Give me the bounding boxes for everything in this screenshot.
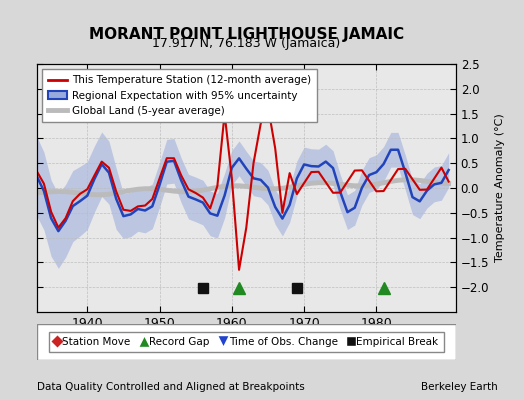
Y-axis label: Temperature Anomaly (°C): Temperature Anomaly (°C)	[495, 114, 505, 262]
Legend: This Temperature Station (12-month average), Regional Expectation with 95% uncer: This Temperature Station (12-month avera…	[42, 69, 318, 122]
Text: Berkeley Earth: Berkeley Earth	[421, 382, 498, 392]
Legend: Station Move, Record Gap, Time of Obs. Change, Empirical Break: Station Move, Record Gap, Time of Obs. C…	[49, 332, 444, 352]
Text: 17.917 N, 76.183 W (Jamaica): 17.917 N, 76.183 W (Jamaica)	[152, 37, 341, 50]
Text: MORANT POINT LIGHTHOUSE JAMAIC: MORANT POINT LIGHTHOUSE JAMAIC	[89, 27, 404, 42]
FancyBboxPatch shape	[37, 324, 456, 360]
Text: Data Quality Controlled and Aligned at Breakpoints: Data Quality Controlled and Aligned at B…	[37, 382, 304, 392]
